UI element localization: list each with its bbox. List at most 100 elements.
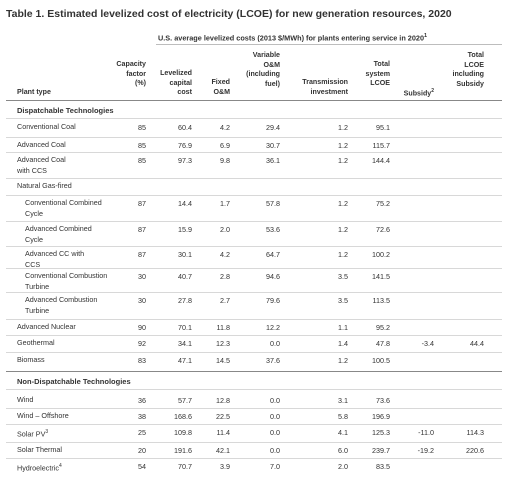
cell-cf: 30 bbox=[138, 296, 146, 305]
cell-cap: 97.3 bbox=[178, 156, 192, 165]
cell-cf: 30 bbox=[138, 272, 146, 281]
row-divider bbox=[6, 152, 502, 153]
row-divider bbox=[6, 221, 502, 222]
cell-cap: 168.6 bbox=[174, 412, 192, 421]
col-header-subsidy: Subsidy2 bbox=[403, 88, 434, 98]
cell-cap: 47.1 bbox=[178, 356, 192, 365]
row-divider bbox=[6, 335, 502, 336]
cell-cf: 83 bbox=[138, 356, 146, 365]
cell-total: 125.3 bbox=[372, 428, 390, 437]
cell-cf: 87 bbox=[138, 250, 146, 259]
row-label: Wind – Offshore bbox=[17, 411, 69, 420]
cell-vom: 29.4 bbox=[266, 123, 280, 132]
cell-cap: 109.8 bbox=[174, 428, 192, 437]
cell-trans: 1.2 bbox=[338, 156, 348, 165]
cell-total: 75.2 bbox=[376, 199, 390, 208]
row-divider bbox=[6, 319, 502, 320]
cell-cf: 20 bbox=[138, 446, 146, 455]
row-divider bbox=[6, 195, 502, 196]
cell-cf: 54 bbox=[138, 462, 146, 471]
cell-cap: 76.9 bbox=[178, 141, 192, 150]
cell-cf: 92 bbox=[138, 339, 146, 348]
cell-trans: 4.1 bbox=[338, 428, 348, 437]
cell-total: 100.5 bbox=[372, 356, 390, 365]
row-label: Conventional Combustion Turbine bbox=[25, 271, 108, 291]
cell-vom: 0.0 bbox=[270, 412, 280, 421]
cell-trans: 1.2 bbox=[338, 225, 348, 234]
section-rule bbox=[6, 371, 502, 372]
row-divider bbox=[6, 137, 502, 138]
row-label: Wind bbox=[17, 395, 34, 404]
row-divider bbox=[6, 352, 502, 353]
row-label: Solar Thermal bbox=[17, 445, 63, 454]
cell-vom: 79.6 bbox=[266, 296, 280, 305]
cell-cf: 87 bbox=[138, 225, 146, 234]
cell-fom: 11.4 bbox=[216, 428, 230, 437]
cell-cf: 85 bbox=[138, 123, 146, 132]
cell-vom: 0.0 bbox=[270, 339, 280, 348]
cell-fom: 2.7 bbox=[220, 296, 230, 305]
row-divider bbox=[6, 389, 502, 390]
subheader-footnote: 1 bbox=[424, 33, 428, 39]
cell-total: 115.7 bbox=[372, 141, 390, 150]
cell-vom: 37.6 bbox=[266, 356, 280, 365]
cell-trans: 5.8 bbox=[338, 412, 348, 421]
row-label: Advanced Coal with CCS bbox=[17, 155, 66, 175]
cell-fom: 22.5 bbox=[216, 412, 230, 421]
cell-fom: 6.9 bbox=[220, 141, 230, 150]
col-header-total-lcoe: Total system LCOE bbox=[365, 60, 390, 87]
cell-cap: 191.6 bbox=[174, 446, 192, 455]
cell-fom: 9.8 bbox=[220, 156, 230, 165]
footnote-marker: 3 bbox=[45, 429, 49, 435]
cell-total: 113.5 bbox=[372, 296, 390, 305]
row-label: Conventional Combined Cycle bbox=[25, 198, 102, 218]
cell-trans: 1.1 bbox=[338, 323, 348, 332]
cell-total: 239.7 bbox=[372, 446, 390, 455]
col-header-transmission: Transmission investment bbox=[302, 78, 348, 96]
section-dispatchable: Dispatchable Technologies bbox=[17, 106, 114, 115]
row-divider bbox=[6, 408, 502, 409]
cell-trans: 1.2 bbox=[338, 123, 348, 132]
cell-cap: 40.7 bbox=[178, 272, 192, 281]
cell-total: 196.9 bbox=[372, 412, 390, 421]
cell-total: 73.6 bbox=[376, 396, 390, 405]
footnote-marker: 4 bbox=[58, 463, 62, 469]
row-label: Conventional Coal bbox=[17, 122, 76, 131]
cell-fom: 14.5 bbox=[216, 356, 230, 365]
cell-sub: -19.2 bbox=[417, 446, 434, 455]
cell-vom: 94.6 bbox=[266, 272, 280, 281]
cell-fom: 4.2 bbox=[220, 250, 230, 259]
table-subheader: U.S. average levelized costs (2013 $/MWh… bbox=[158, 33, 427, 42]
row-divider bbox=[6, 246, 502, 247]
row-label: Advanced Combined Cycle bbox=[25, 224, 92, 244]
cell-cap: 57.7 bbox=[178, 396, 192, 405]
col-header-fixed-om: Fixed O&M bbox=[211, 78, 230, 96]
cell-trans: 2.0 bbox=[338, 462, 348, 471]
cell-cf: 87 bbox=[138, 199, 146, 208]
row-label: Hydroelectric4 bbox=[17, 463, 62, 473]
row-label: Biomass bbox=[17, 355, 45, 364]
cell-cf: 90 bbox=[138, 323, 146, 332]
cell-vom: 0.0 bbox=[270, 446, 280, 455]
cell-fom: 12.8 bbox=[216, 396, 230, 405]
cell-total: 100.2 bbox=[372, 250, 390, 259]
row-label: Advanced CC with CCS bbox=[25, 249, 85, 269]
cell-total: 72.6 bbox=[376, 225, 390, 234]
col-header-variable-om: Variable O&M (including fuel) bbox=[246, 51, 280, 88]
cell-fom: 1.7 bbox=[220, 199, 230, 208]
cell-cap: 14.4 bbox=[178, 199, 192, 208]
section-non-dispatchable: Non-Dispatchable Technologies bbox=[17, 377, 131, 386]
row-divider bbox=[6, 458, 502, 459]
cell-vom: 0.0 bbox=[270, 396, 280, 405]
cell-vom: 64.7 bbox=[266, 250, 280, 259]
cell-cap: 34.1 bbox=[178, 339, 192, 348]
row-label: Geothermal bbox=[17, 338, 55, 347]
cell-trans: 1.2 bbox=[338, 141, 348, 150]
row-label: Advanced Coal bbox=[17, 140, 66, 149]
cell-fom: 11.8 bbox=[216, 323, 230, 332]
cell-sub: -11.0 bbox=[418, 428, 434, 437]
cell-cf: 85 bbox=[138, 156, 146, 165]
cell-cf: 85 bbox=[138, 141, 146, 150]
cell-cap: 27.8 bbox=[178, 296, 192, 305]
